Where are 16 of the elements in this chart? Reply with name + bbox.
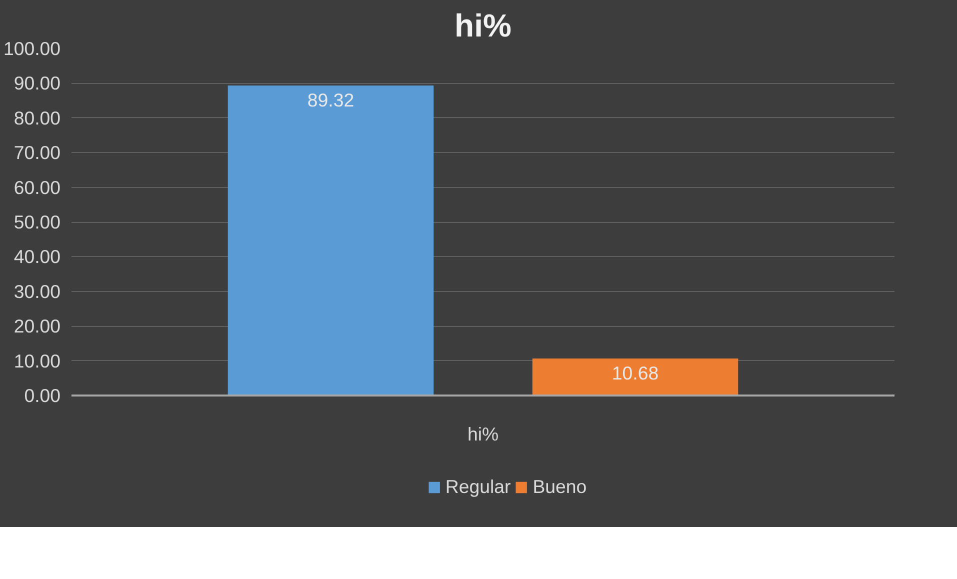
chart-title: hi% [454, 8, 512, 44]
legend-label: Bueno [532, 476, 587, 498]
y-tick-label: 30.00 [14, 280, 60, 302]
y-tick-label: 10.00 [14, 350, 60, 372]
y-tick-label: 40.00 [14, 246, 60, 268]
y-tick-label: 60.00 [14, 176, 60, 198]
legend-label: Regular [445, 476, 511, 498]
y-tick-label: 70.00 [14, 142, 60, 164]
y-tick-label: 90.00 [14, 72, 60, 94]
y-tick-label: 80.00 [14, 107, 60, 128]
y-tick-label: 100.00 [3, 38, 60, 59]
data-label: 89.32 [307, 90, 354, 111]
y-tick-label: 20.00 [14, 316, 60, 337]
y-tick-label: 50.00 [14, 212, 60, 232]
y-tick-label: 0.00 [24, 385, 60, 406]
data-label: 10.68 [612, 362, 659, 384]
